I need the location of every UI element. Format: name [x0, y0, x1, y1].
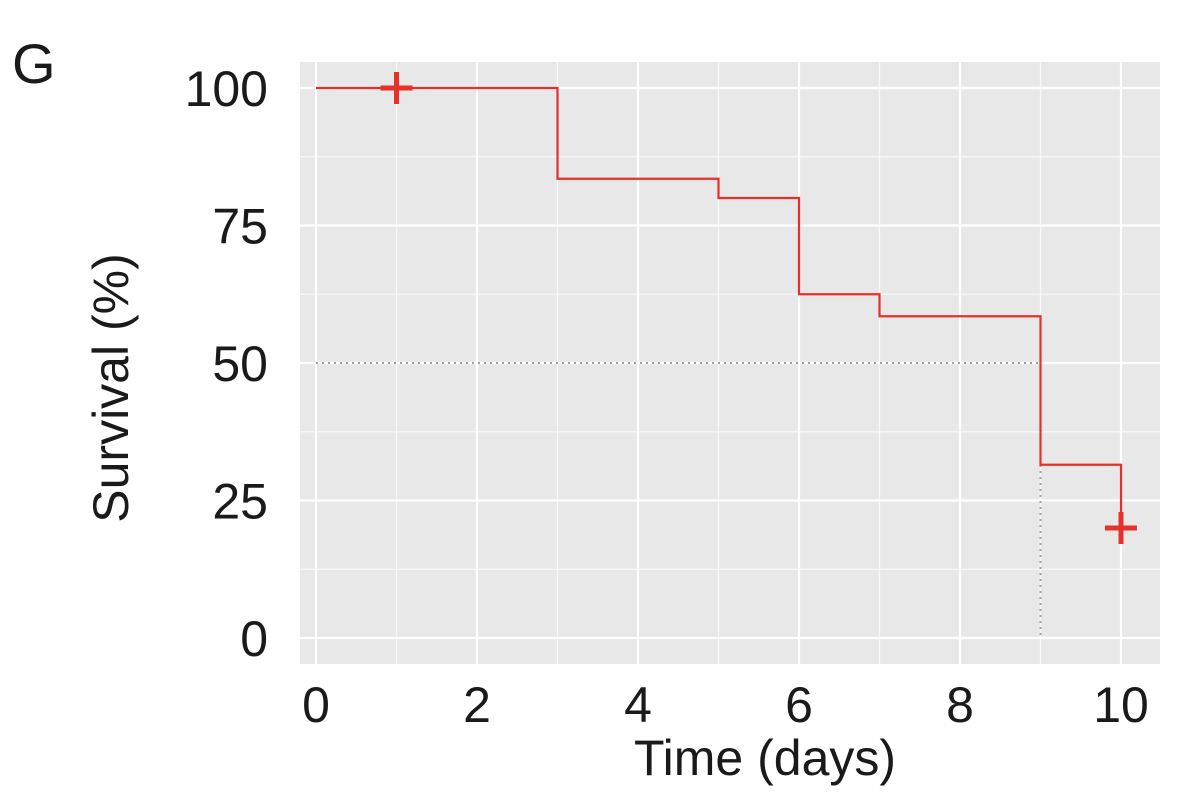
series-group: [316, 86, 1123, 528]
median-reference-lines: [316, 362, 1042, 638]
x-tick-label: 6: [785, 677, 813, 733]
survival-curve: [316, 86, 1123, 528]
x-tick-label: 10: [1093, 677, 1149, 733]
y-tick-label: 25: [212, 474, 268, 530]
panel-label: G: [12, 32, 56, 95]
y-tick-label: 50: [212, 336, 268, 392]
y-tick-label: 0: [240, 611, 268, 667]
x-tick-labels: 0 2 4 6 8 10: [302, 677, 1149, 733]
y-tick-label: 75: [212, 199, 268, 255]
x-tick-label: 2: [463, 677, 491, 733]
y-tick-label: 100: [185, 61, 268, 117]
censor-mark: [1105, 512, 1137, 544]
y-axis-label: Survival (%): [83, 253, 139, 522]
x-tick-label: 8: [946, 677, 974, 733]
y-tick-labels: 0 25 50 75 100: [185, 61, 268, 667]
x-tick-label: 4: [624, 677, 652, 733]
x-tick-label: 0: [302, 677, 330, 733]
censor-marks: [380, 72, 1137, 544]
x-axis-label: Time (days): [634, 730, 896, 786]
censor-mark: [380, 72, 413, 104]
